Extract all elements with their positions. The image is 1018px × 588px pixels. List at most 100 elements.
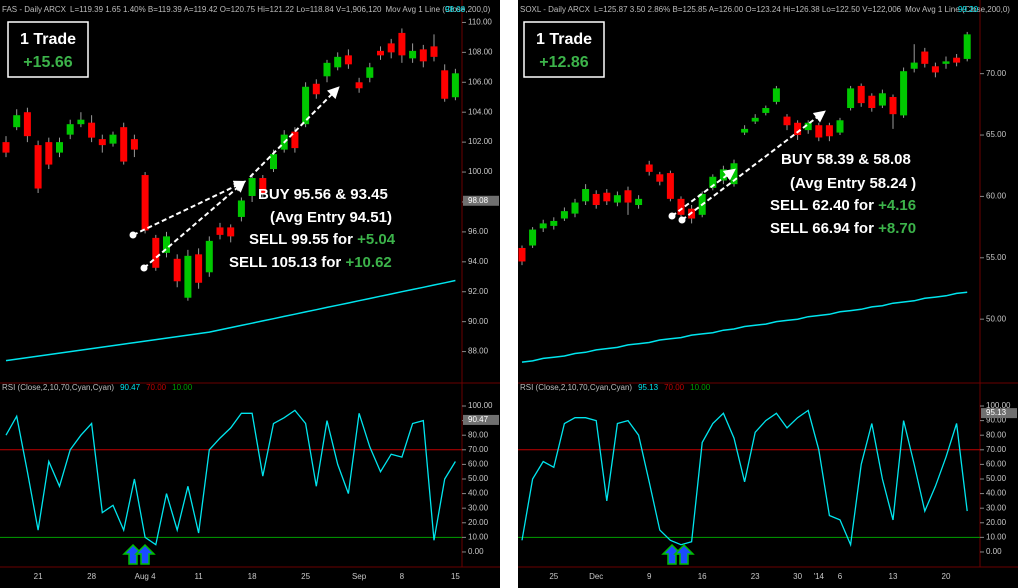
y-tick-label: 88.00: [468, 347, 489, 356]
y-tick-label: 60.00: [986, 192, 1007, 201]
trade-arrow: [132, 180, 247, 236]
quote: L=125.87 3.50 2.86% B=125.85 A=126.00 O=…: [594, 5, 902, 14]
y-tick-label: 0.00: [986, 547, 1002, 556]
candle-body: [56, 142, 63, 153]
y-tick-label: 108.00: [468, 47, 493, 56]
trade-arrow: [249, 86, 340, 178]
candle-body: [130, 139, 138, 150]
ma-name: Mov Avg 1 Line (Close,200,0): [905, 5, 1010, 14]
entry-dot: [668, 212, 676, 220]
candle-body: [205, 240, 213, 273]
y-tick-label: 10.00: [468, 532, 489, 541]
rsi-last: 90.47: [120, 383, 141, 392]
candle-body: [953, 57, 961, 63]
trade-note: BUY 58.39 & 58.08: [781, 151, 911, 168]
y-tick-label: 40.00: [468, 489, 489, 498]
rsi-last: 95.13: [638, 383, 659, 392]
price-flag: [463, 195, 499, 206]
y-tick-label: 20.00: [468, 518, 489, 527]
x-tick-label: 20: [942, 572, 951, 581]
candle-body: [550, 220, 558, 226]
candle-body: [518, 247, 526, 262]
candle-body: [248, 178, 256, 196]
rsi-flag-label: 95.13: [986, 408, 1007, 417]
x-tick-label: 6: [838, 572, 843, 581]
trade-note: SELL 62.40 for +4.16: [770, 197, 916, 214]
trade-arrow: [671, 168, 736, 217]
candle-body: [323, 62, 331, 77]
note-text: SELL 105.13 for: [229, 254, 345, 271]
candle-body: [656, 174, 664, 182]
rsi-line: [521, 409, 968, 548]
y-tick-label: 20.00: [986, 518, 1007, 527]
candle-body: [344, 55, 352, 65]
candle-body: [751, 117, 759, 122]
quote: L=119.39 1.65 1.40% B=119.39 A=119.42 O=…: [70, 5, 382, 14]
candle-body: [963, 34, 971, 59]
entry-dot: [678, 216, 686, 224]
candle-body: [259, 178, 267, 193]
candle-body: [900, 71, 908, 116]
candle-body: [529, 229, 537, 246]
signal-arrow: [134, 543, 156, 565]
note-text: (Avg Entry 94.51): [270, 209, 392, 226]
trade-note: (Avg Entry 94.51): [270, 209, 392, 226]
candle-body: [635, 198, 643, 206]
rsi-level-label: 70.00: [664, 383, 685, 392]
note-text: BUY 58.39 & 58.08: [781, 151, 911, 168]
candle-body: [857, 85, 865, 104]
rsi-flag-label: 90.47: [468, 415, 489, 424]
note-text: SELL 99.55 for: [249, 231, 357, 248]
y-tick-label: 96.00: [468, 227, 489, 236]
candle-body: [794, 122, 802, 136]
candle-body: [98, 139, 106, 146]
candle-body: [539, 223, 547, 229]
candle-body: [815, 125, 823, 138]
candle-body: [804, 122, 812, 131]
x-tick-label: 8: [400, 572, 405, 581]
x-tick-label: 13: [889, 572, 898, 581]
candle-body: [195, 254, 203, 283]
candle-body: [163, 236, 170, 253]
note-text: SELL 66.94 for: [770, 220, 878, 237]
chart-title: FAS - Daily ARCX: [2, 5, 67, 14]
y-tick-label: 80.00: [468, 430, 489, 439]
x-tick-label: 9: [647, 572, 652, 581]
rsi-level-label: 70.00: [146, 383, 167, 392]
chart-header: FAS - Daily ARCX L=119.39 1.65 1.40% B=11…: [2, 5, 491, 14]
note-text: SELL 62.40 for: [770, 197, 878, 214]
candle-body: [825, 125, 833, 137]
y-tick-label: 100.00: [986, 401, 1011, 410]
header-value: 98.08: [445, 5, 466, 14]
candle-body: [419, 49, 427, 62]
rsi-title: RSI (Close,2,10,70,Cyan,Cyan): [2, 383, 114, 392]
candle-body: [677, 198, 685, 215]
candle-body: [355, 82, 363, 89]
x-tick-label: 15: [451, 572, 460, 581]
x-tick-label: 16: [698, 572, 707, 581]
trade-note: SELL 99.55 for +5.04: [249, 231, 396, 248]
x-tick-label: 28: [87, 572, 96, 581]
candle-body: [23, 112, 31, 137]
candle-body: [377, 50, 384, 56]
y-tick-label: 65.00: [986, 130, 1007, 139]
panel-background: [0, 0, 500, 588]
y-tick-label: 92.00: [468, 287, 489, 296]
trade-note: SELL 66.94 for +8.70: [770, 220, 916, 237]
trade-count: 1 Trade: [536, 31, 592, 48]
y-tick-label: 60.00: [986, 460, 1007, 469]
x-tick-label: 21: [34, 572, 43, 581]
y-tick-label: 100.00: [468, 167, 493, 176]
candle-body: [409, 50, 417, 59]
candle-body: [270, 154, 277, 170]
note-text: BUY 95.56 & 93.45: [258, 186, 388, 203]
y-tick-label: 100.00: [468, 401, 493, 410]
chart-panel: 88.0090.0092.0094.0096.0098.00100.00102.…: [0, 0, 500, 588]
candle-body: [66, 124, 74, 135]
chart-header: SOXL - Daily ARCX L=125.87 3.50 2.86% B=1…: [520, 5, 1010, 14]
candle-body: [312, 83, 320, 95]
entry-dot: [140, 264, 148, 272]
rsi-flag: [981, 408, 1017, 419]
y-tick-label: 40.00: [986, 489, 1007, 498]
panel-background: [518, 0, 1018, 588]
